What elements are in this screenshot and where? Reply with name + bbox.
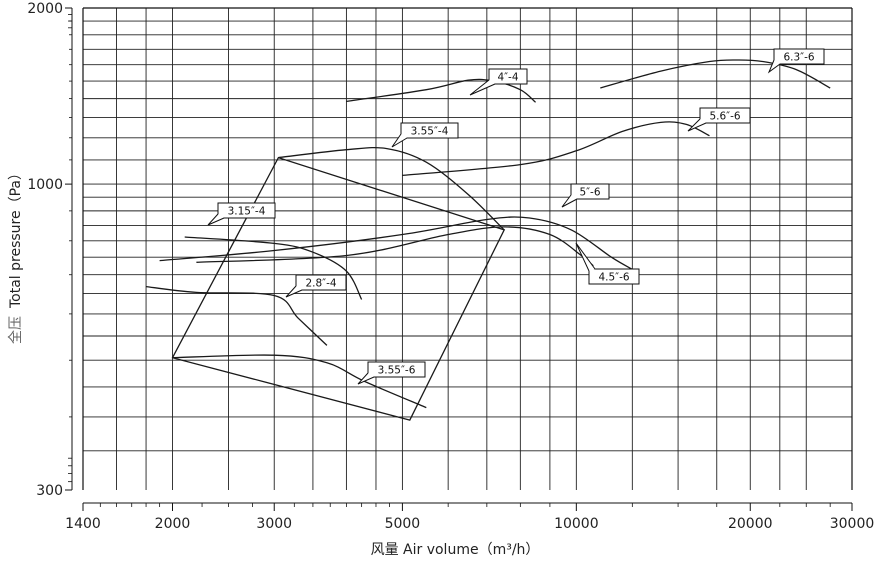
- x-tick-label: 5000: [385, 516, 421, 532]
- callout-label: 4″-4: [497, 72, 518, 84]
- y-axis-title-zh: 全压: [8, 316, 24, 345]
- curve-2-8-4: [146, 285, 328, 346]
- callout-3-55-6: 3.55″-6: [357, 361, 426, 385]
- x-tick-label: 2000: [155, 516, 191, 532]
- callout-pointer: [687, 118, 707, 132]
- callout-label: 6.3″-6: [783, 52, 814, 64]
- x-tick-label: 30000: [830, 516, 875, 532]
- callout-box: [400, 122, 459, 139]
- callout-pointer: [575, 242, 596, 272]
- callout-box: [217, 202, 276, 219]
- callout-4-4: 4″-4: [469, 68, 528, 96]
- callout-pointer: [207, 213, 225, 226]
- callout-box: [488, 68, 528, 85]
- callout-pointer: [767, 59, 781, 74]
- callout-box: [773, 48, 825, 65]
- operating-boundary: [171, 156, 506, 421]
- callout-pointer: [469, 79, 496, 96]
- callout-5-6: 5″-6: [561, 183, 610, 208]
- curve-3-15-4: [184, 236, 363, 300]
- grid-lines: [83, 8, 852, 490]
- callout-box: [588, 268, 640, 285]
- curve-4-5-6: [196, 226, 594, 267]
- callout-label: 3.15″-4: [228, 206, 266, 218]
- callout-label: 4.5″-6: [598, 272, 629, 284]
- y-tick-label: 300: [36, 483, 63, 499]
- callout-label: 5.6″-6: [709, 111, 740, 123]
- callout-box: [699, 107, 751, 124]
- y-tick-label: 2000: [27, 1, 63, 17]
- curve-5-6-6: [402, 121, 710, 177]
- x-axis-title: 风量 Air volume（m³/h）: [0, 538, 892, 562]
- y-tick-label: 1000: [27, 177, 63, 193]
- callout-3-15-4: 3.15″-4: [207, 202, 276, 226]
- callout-box: [367, 361, 426, 378]
- x-tick-label: 1400: [65, 516, 101, 532]
- callout-4-5-6: 4.5″-6: [575, 242, 640, 285]
- x-axis-title-zh: 风量: [370, 542, 399, 558]
- x-axis-title-en: Air volume（m³/h）: [403, 542, 540, 558]
- y-axis-title: 全压 Total pressure（Pa）: [0, 0, 30, 562]
- callout-label: 2.8″-4: [305, 278, 336, 290]
- curve-6-3-6: [600, 59, 831, 89]
- x-tick-label: 3000: [256, 516, 292, 532]
- curves: [146, 59, 831, 421]
- callout-label: 3.55″-6: [378, 365, 416, 377]
- curve-4-4: [346, 78, 537, 103]
- curve-labels: 6.3″-6 4″-4 5.6″-6 3.55″-4 5″-6 4.5″-6 3.15″-4…: [207, 48, 825, 385]
- callout-pointer: [285, 285, 303, 298]
- callout-5-6-6: 5.6″-6: [687, 107, 751, 132]
- curve-3-55-6: [172, 354, 427, 409]
- axes: 300 1000 2000 1400 2000 3000 5000 10000 20000 300…: [27, 1, 874, 532]
- callout-3-55-4: 3.55″-4: [391, 122, 459, 148]
- callout-box: [570, 183, 610, 200]
- callout-2-8-4: 2.8″-4: [285, 274, 347, 298]
- callout-label: 3.55″-4: [411, 126, 449, 138]
- callout-label: 5″-6: [579, 187, 600, 199]
- callout-box: [295, 274, 347, 291]
- curve-3-55-4: [278, 146, 505, 231]
- callout-pointer: [357, 372, 375, 385]
- callout-pointer: [391, 133, 408, 148]
- y-axis-title-en: Total pressure（Pa）: [8, 165, 24, 309]
- x-tick-label: 20000: [728, 516, 773, 532]
- callout-pointer: [561, 194, 578, 208]
- callout-6-3-6: 6.3″-6: [767, 48, 825, 74]
- curve-5-6: [159, 216, 633, 270]
- x-tick-label: 10000: [554, 516, 599, 532]
